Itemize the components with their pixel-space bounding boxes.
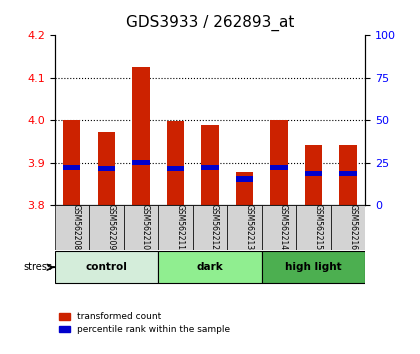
Bar <box>98 166 115 171</box>
Bar <box>201 125 219 205</box>
Text: GSM562216: GSM562216 <box>348 204 357 251</box>
Bar <box>270 120 288 205</box>
Text: dark: dark <box>197 262 223 272</box>
Text: GSM562210: GSM562210 <box>141 204 150 251</box>
FancyBboxPatch shape <box>262 205 297 250</box>
FancyBboxPatch shape <box>158 205 193 250</box>
FancyBboxPatch shape <box>262 251 365 283</box>
FancyBboxPatch shape <box>227 205 262 250</box>
FancyBboxPatch shape <box>297 205 331 250</box>
Bar <box>305 171 322 176</box>
Bar <box>270 165 288 171</box>
Bar <box>167 121 184 205</box>
Text: GSM562208: GSM562208 <box>72 204 81 251</box>
Text: high light: high light <box>285 262 342 272</box>
Bar <box>98 132 115 205</box>
Text: GSM562211: GSM562211 <box>176 205 184 250</box>
FancyBboxPatch shape <box>123 205 158 250</box>
Bar <box>132 67 150 205</box>
Text: control: control <box>85 262 127 272</box>
Bar <box>305 145 322 205</box>
Bar <box>132 160 150 165</box>
Text: stress: stress <box>24 262 53 272</box>
Text: GSM562212: GSM562212 <box>210 205 219 250</box>
Bar <box>236 176 253 182</box>
Title: GDS3933 / 262893_at: GDS3933 / 262893_at <box>126 15 294 31</box>
FancyBboxPatch shape <box>55 205 89 250</box>
FancyBboxPatch shape <box>158 251 262 283</box>
Bar <box>201 165 219 171</box>
Legend: transformed count, percentile rank within the sample: transformed count, percentile rank withi… <box>59 313 230 334</box>
Bar <box>339 145 357 205</box>
Bar <box>236 172 253 205</box>
FancyBboxPatch shape <box>55 251 158 283</box>
FancyBboxPatch shape <box>89 205 123 250</box>
Text: GSM562215: GSM562215 <box>314 204 323 251</box>
Text: GSM562213: GSM562213 <box>244 204 254 251</box>
Bar <box>63 120 81 205</box>
Bar <box>63 165 81 171</box>
FancyBboxPatch shape <box>331 205 365 250</box>
Text: GSM562209: GSM562209 <box>106 204 116 251</box>
Bar <box>167 166 184 171</box>
FancyBboxPatch shape <box>193 205 227 250</box>
Text: GSM562214: GSM562214 <box>279 204 288 251</box>
Bar <box>339 171 357 176</box>
